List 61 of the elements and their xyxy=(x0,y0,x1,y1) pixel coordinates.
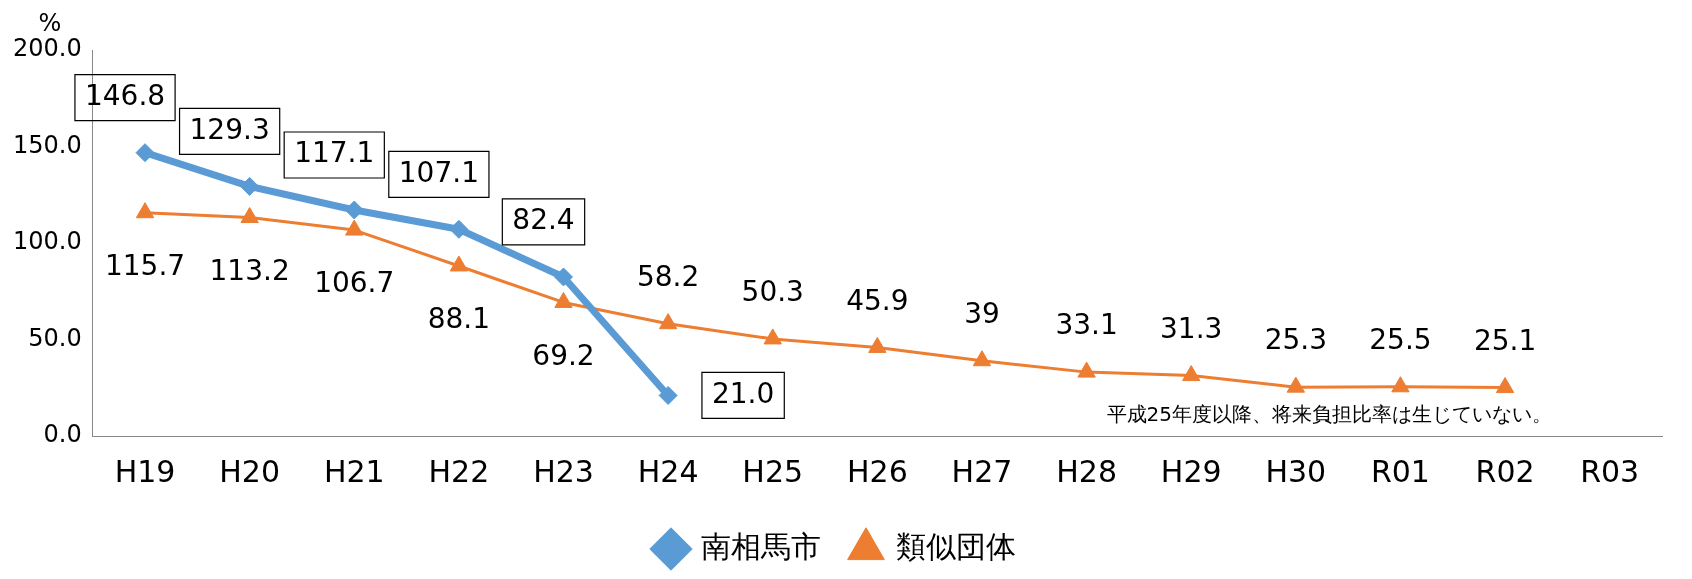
x-tick-label: H25 xyxy=(742,453,804,489)
data-label: 69.2 xyxy=(532,338,595,372)
x-tick-label: R01 xyxy=(1370,453,1430,489)
x-tick-label: H29 xyxy=(1160,453,1222,489)
data-label: 129.3 xyxy=(189,112,270,146)
point xyxy=(449,255,469,272)
x-tick-label: R03 xyxy=(1580,453,1640,489)
point xyxy=(658,313,678,330)
annotation: 平成25年度以降、将来負担比率は生じていない。 xyxy=(1106,402,1552,427)
data-label: 45.9 xyxy=(846,283,909,317)
point xyxy=(240,176,260,196)
data-label: 82.4 xyxy=(512,203,575,237)
data-label: 50.3 xyxy=(741,275,804,309)
x-tick-label: H21 xyxy=(323,453,385,489)
point xyxy=(554,291,573,308)
point xyxy=(135,202,155,219)
data-label: 106.7 xyxy=(314,266,395,300)
data-label: 117.1 xyxy=(294,136,375,170)
x-tick-label: H19 xyxy=(114,453,176,489)
data-label: 39 xyxy=(964,297,1000,331)
x-tick-label: H28 xyxy=(1056,453,1117,489)
data-label: 25.1 xyxy=(1473,323,1537,357)
point xyxy=(554,267,573,287)
data-label: 33.1 xyxy=(1055,308,1118,342)
data-label: 113.2 xyxy=(209,253,290,287)
point xyxy=(449,219,469,239)
y-tick-label: 150.0 xyxy=(12,130,82,159)
x-tick-label: H26 xyxy=(846,453,908,489)
point xyxy=(972,350,992,367)
data-label: 115.7 xyxy=(104,248,186,282)
point xyxy=(135,143,155,163)
x-tick-label: H24 xyxy=(637,453,699,489)
legend-label: 南相馬市 xyxy=(701,528,821,564)
y-tick-label: 100.0 xyxy=(12,227,82,256)
point xyxy=(240,207,259,224)
y-tick-label: 0.0 xyxy=(43,420,82,449)
y-tick-label: 50.0 xyxy=(28,323,82,352)
data-label: 25.3 xyxy=(1264,323,1327,357)
data-label: 31.3 xyxy=(1160,311,1223,345)
data-label: 88.1 xyxy=(427,302,491,336)
x-tick-label: H20 xyxy=(219,453,280,489)
point xyxy=(1077,361,1096,378)
data-label: 146.8 xyxy=(84,78,166,112)
point xyxy=(763,328,782,345)
x-tick-label: H22 xyxy=(428,453,490,489)
x-tick-label: H27 xyxy=(951,453,1013,489)
point xyxy=(868,336,887,353)
legend-label: 類似団体 xyxy=(896,528,1016,564)
point xyxy=(1286,376,1305,393)
x-tick-label: R02 xyxy=(1475,453,1535,489)
data-label: 21.0 xyxy=(711,376,775,410)
data-label: 107.1 xyxy=(398,155,479,189)
point xyxy=(1182,365,1201,382)
x-tick-label: H23 xyxy=(533,453,594,489)
point xyxy=(1495,377,1515,394)
point xyxy=(1391,376,1410,393)
data-label: 58.2 xyxy=(636,259,700,293)
point xyxy=(344,200,364,220)
data-label: 25.5 xyxy=(1369,323,1432,357)
point xyxy=(345,219,364,236)
x-tick-label: H30 xyxy=(1265,453,1327,489)
